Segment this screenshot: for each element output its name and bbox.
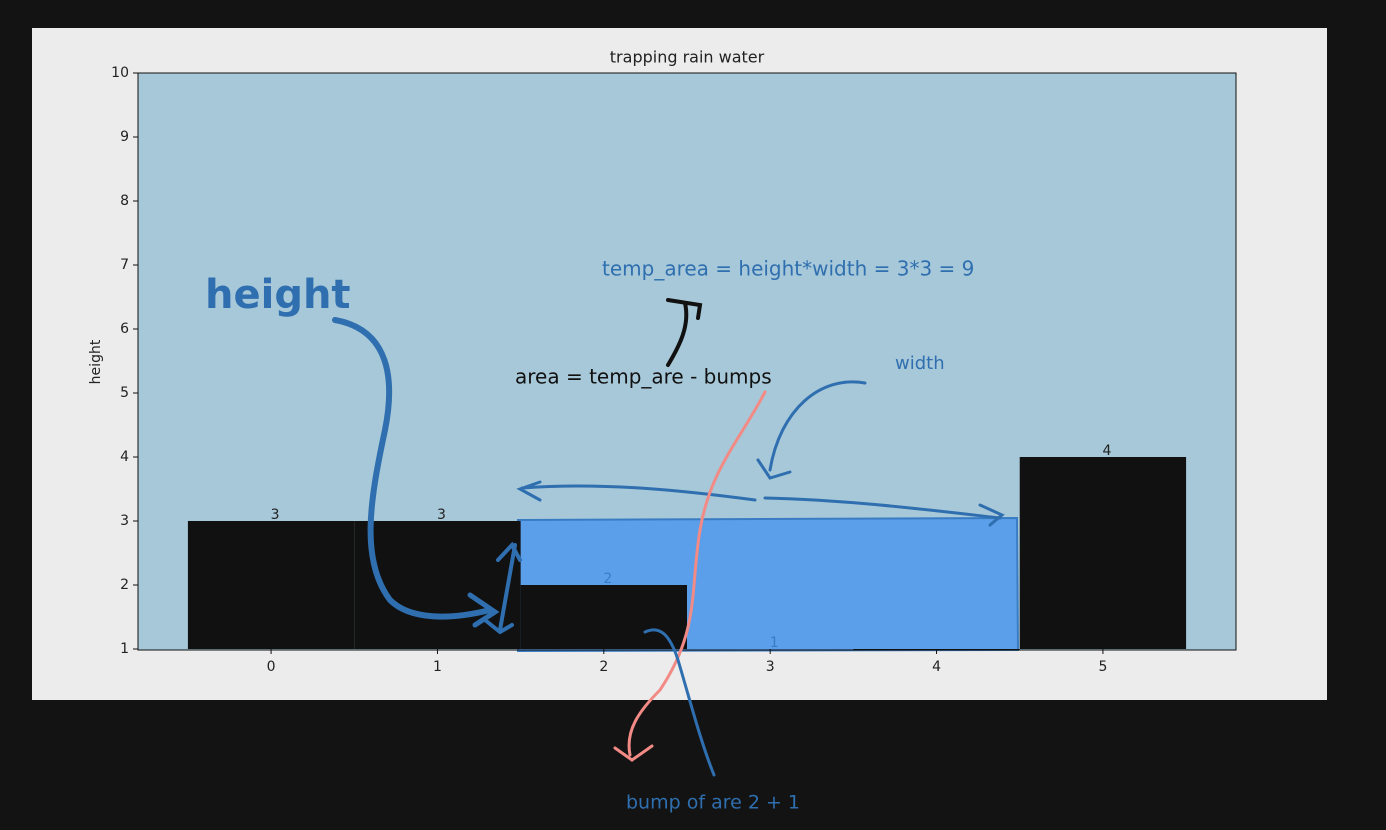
- y-tick-label: 2: [120, 577, 129, 593]
- axes-frame: [137, 72, 1237, 651]
- y-tick-label: 8: [120, 193, 129, 209]
- value-label: 4: [1102, 443, 1111, 459]
- bumps-arrow: [613, 390, 767, 762]
- x-tick-label: 1: [433, 659, 442, 675]
- value-label: 1: [770, 635, 779, 651]
- height-arrow: [332, 317, 493, 620]
- bump-arrow: [643, 628, 716, 777]
- y-tick-label: 9: [120, 129, 129, 145]
- y-tick-label: 3: [120, 513, 129, 529]
- y-axis-label: height: [88, 339, 104, 384]
- x-tick-label: 2: [599, 659, 608, 675]
- width-arrow: [756, 380, 867, 480]
- x-tick-label: 3: [766, 659, 775, 675]
- annotation: temp_area = height*width = 3*3 = 9: [602, 257, 974, 281]
- plot-area: [187, 457, 1187, 650]
- bar: [520, 585, 687, 649]
- value-label: 3: [437, 507, 446, 523]
- y-tick-label: 5: [120, 385, 129, 401]
- bar: [187, 521, 355, 649]
- y-tick-label: 4: [120, 449, 129, 465]
- chart-title: trapping rain water: [610, 48, 765, 67]
- y-tick-label: 10: [111, 65, 129, 81]
- height-arrow-head: [467, 592, 500, 628]
- x-tick-label: 4: [932, 659, 941, 675]
- y-tick-label: 6: [120, 321, 129, 337]
- value-label: 2: [603, 571, 612, 587]
- y-tick-label: 1: [120, 641, 129, 657]
- y-tick-label: 7: [120, 257, 129, 273]
- bar: [1019, 457, 1187, 649]
- annotations: [332, 298, 1005, 777]
- width-span-arrow: [516, 480, 1005, 527]
- annotation: width: [895, 353, 945, 374]
- double-arrow: [483, 541, 522, 635]
- value-label: 3: [271, 507, 280, 523]
- x-tick-label: 0: [267, 659, 276, 675]
- axes: 1 2 3 4 5 6 7 8 9 10 0 3 1 3 2 2 3 1 4 5 4: [111, 65, 1111, 675]
- annotation: height: [205, 272, 351, 318]
- annotation: bump of are 2 + 1: [626, 792, 800, 814]
- area-arrow: [666, 298, 703, 367]
- x-tick-label: 5: [1098, 659, 1107, 675]
- annotation: area = temp_are - bumps: [515, 365, 772, 389]
